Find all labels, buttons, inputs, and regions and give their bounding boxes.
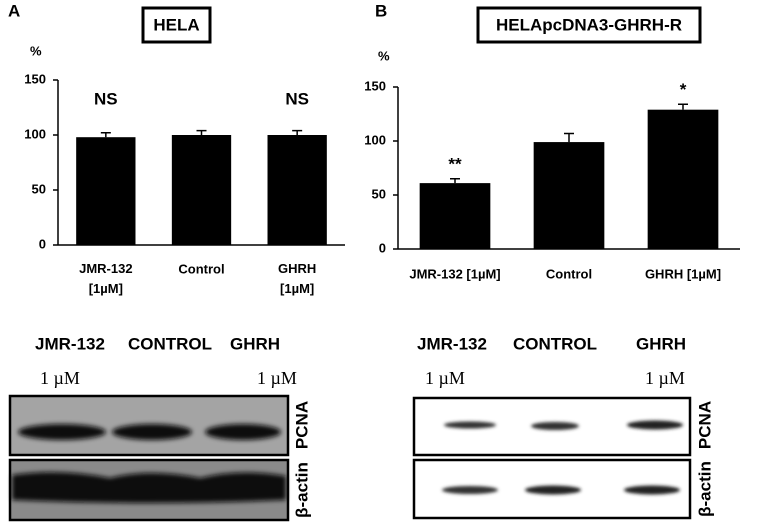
y-tick-label: 100 xyxy=(364,132,386,147)
band-label: PCNA xyxy=(695,401,714,449)
bar xyxy=(647,109,719,250)
x-tick-label: GHRH [1µM] xyxy=(645,266,721,281)
y-axis-label: % xyxy=(30,43,42,58)
error-bar xyxy=(564,132,574,143)
lane-dose: 1 µM xyxy=(645,368,685,388)
title-box xyxy=(141,6,212,44)
error-bar xyxy=(100,132,111,138)
lane-label: JMR-132 xyxy=(35,334,105,353)
title-box xyxy=(476,6,702,44)
bar xyxy=(76,137,136,245)
x-tick-label: JMR-132 [1µM] xyxy=(409,266,500,281)
lane-label: CONTROL xyxy=(128,334,212,353)
y-tick-label: 150 xyxy=(24,71,46,86)
significance-label: * xyxy=(680,80,687,99)
significance-label: NS xyxy=(285,89,309,108)
y-tick-label: 0 xyxy=(39,236,46,251)
blot-image-a xyxy=(8,394,290,522)
lane-label: JMR-132 xyxy=(417,334,487,353)
lane-label: CONTROL xyxy=(513,334,597,353)
significance-label: ** xyxy=(448,154,462,173)
error-bar xyxy=(292,129,303,135)
x-tick-label: GHRH [1µM] xyxy=(278,261,316,296)
panel-label: B xyxy=(375,1,387,20)
lane-label: GHRH xyxy=(230,334,280,353)
bar xyxy=(419,183,491,249)
error-bar xyxy=(450,178,460,184)
y-axis-label: % xyxy=(378,48,390,63)
significance-label: NS xyxy=(94,89,118,108)
error-bar xyxy=(196,129,207,135)
lane-dose: 1 µM xyxy=(425,368,465,388)
y-tick-label: 50 xyxy=(372,186,386,201)
lane-label: GHRH xyxy=(636,334,686,353)
x-tick-label: JMR-132 [1µM] xyxy=(79,261,132,296)
error-bar xyxy=(678,103,688,110)
lane-dose: 1 µM xyxy=(40,368,80,388)
band-label: β-actin xyxy=(292,462,311,518)
y-tick-label: 0 xyxy=(379,240,386,255)
bar xyxy=(533,142,605,249)
y-tick-label: 50 xyxy=(32,181,46,196)
chart-title: HELA xyxy=(153,15,199,34)
y-tick-label: 150 xyxy=(364,78,386,93)
x-tick-label: Control xyxy=(546,266,592,281)
panel-label: A xyxy=(8,1,20,20)
chart-title: HELApcDNA3-GHRH-R xyxy=(496,15,682,34)
y-tick-label: 100 xyxy=(24,126,46,141)
bar xyxy=(267,135,327,245)
band-label: β-actin xyxy=(695,461,714,517)
bar xyxy=(171,135,232,245)
band-label: PCNA xyxy=(292,401,311,449)
blot-image-b xyxy=(412,396,692,520)
lane-dose: 1 µM xyxy=(257,368,297,388)
x-tick-label: Control xyxy=(178,261,224,276)
